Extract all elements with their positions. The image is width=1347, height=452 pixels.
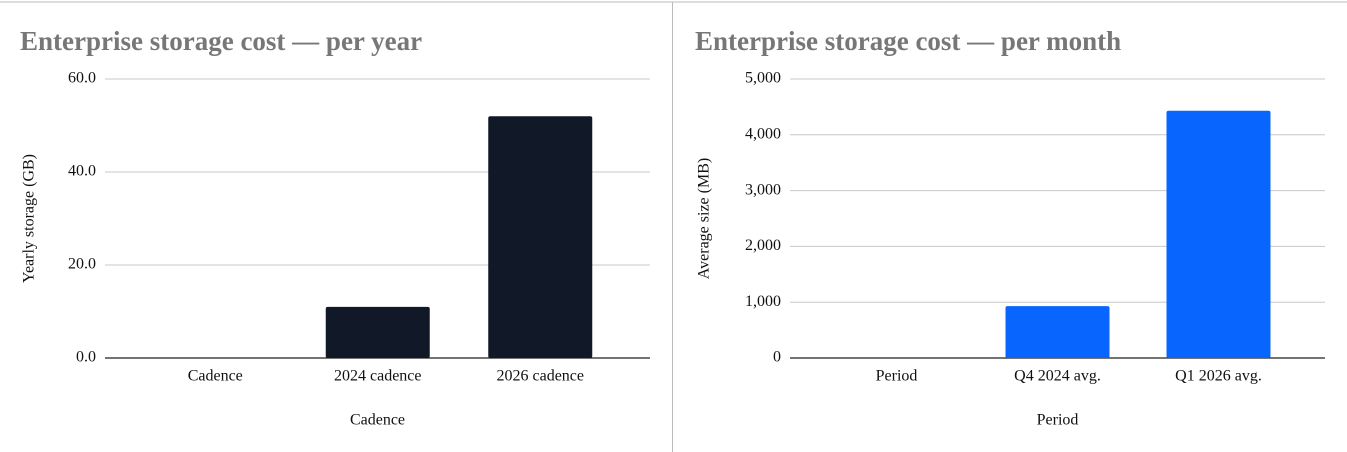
bar [1166,110,1271,358]
bar [1005,306,1110,358]
y-tick-label: 5,000 [745,70,781,87]
y-tick-label: 1,000 [745,293,781,310]
x-tick-label: Q1 2026 avg. [1175,368,1262,385]
chart-title: Enterprise storage cost — per month [695,26,1121,56]
y-tick-label: 3,000 [745,181,781,198]
y-tick-label: 40.0 [68,163,96,180]
x-axis-title: Period [1037,412,1079,429]
y-tick-label: 2,000 [745,237,781,254]
x-tick-label: Period [876,368,918,385]
y-tick-label: 60.0 [68,70,96,87]
chart-title: Enterprise storage cost — per year [20,26,422,56]
y-tick-label: 0.0 [76,349,96,366]
y-axis-title: Average size (MB) [696,158,713,279]
x-tick-label: Cadence [188,368,243,385]
bar [488,116,593,358]
bar [325,306,430,358]
x-tick-label: Q4 2024 avg. [1014,368,1101,385]
y-axis-title: Yearly storage (GB) [21,154,38,283]
x-tick-label: 2026 cadence [496,368,584,385]
x-tick-label: 2024 cadence [334,368,422,385]
y-tick-label: 4,000 [745,125,781,142]
x-axis-title: Cadence [350,412,405,429]
y-tick-label: 0 [773,349,781,366]
y-tick-label: 20.0 [68,256,96,273]
